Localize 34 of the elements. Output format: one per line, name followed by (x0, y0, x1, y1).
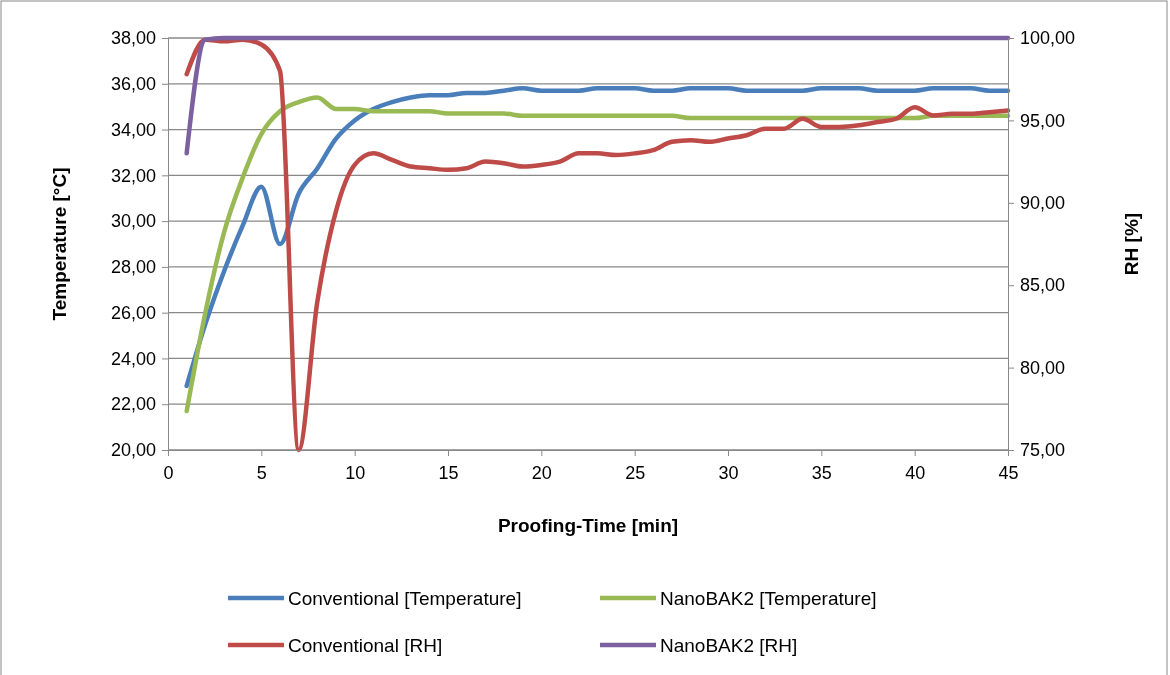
y-tick-label: 34,00 (110, 119, 156, 140)
legend-label: Conventional [Temperature] (288, 588, 522, 609)
legend-label: NanoBAK2 [Temperature] (660, 588, 877, 609)
y2-tick-label: 80,00 (1020, 357, 1066, 378)
y2-tick-label: 85,00 (1020, 275, 1066, 296)
y-tick-label: 32,00 (110, 165, 156, 186)
x-tick-label: 5 (256, 462, 267, 483)
x-tick-label: 40 (905, 462, 926, 483)
y-tick-label: 36,00 (110, 74, 156, 95)
x-tick-label: 20 (531, 462, 552, 483)
y2-tick-label: 100,00 (1020, 28, 1076, 49)
y2-axis-title: RH [%] (1121, 212, 1142, 276)
y2-tick-label: 90,00 (1020, 193, 1066, 214)
y-tick-label: 30,00 (110, 211, 156, 232)
y2-tick-label: 75,00 (1020, 440, 1066, 461)
x-tick-label: 30 (718, 462, 739, 483)
x-tick-label: 15 (438, 462, 459, 483)
x-tick-label: 10 (345, 462, 366, 483)
legend-label: Conventional [RH] (288, 635, 443, 656)
y-tick-label: 26,00 (110, 302, 156, 323)
y-tick-label: 22,00 (110, 394, 156, 415)
line-series (184, 37, 1011, 453)
y-tick-label: 28,00 (110, 257, 156, 278)
y-tick-label: 20,00 (110, 440, 156, 461)
y2-tick-label: 95,00 (1020, 110, 1066, 131)
x-tick-label: 35 (811, 462, 832, 483)
y-tick-label: 24,00 (110, 348, 156, 369)
x-tick-label: 0 (163, 462, 174, 483)
y-axis-title: Temperature [°C] (49, 167, 70, 321)
x-tick-label: 25 (625, 462, 646, 483)
legend-label: NanoBAK2 [RH] (660, 635, 798, 656)
x-tick-label: 45 (998, 462, 1019, 483)
y-tick-label: 38,00 (110, 28, 156, 49)
x-axis-title: Proofing-Time [min] (497, 515, 679, 536)
